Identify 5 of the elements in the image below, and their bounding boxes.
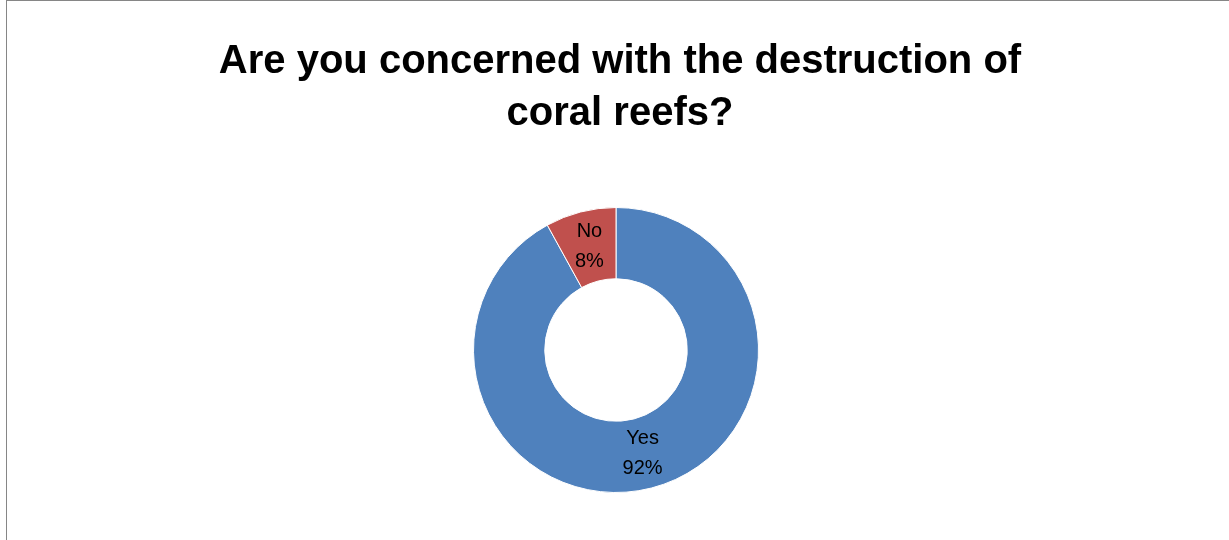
chart-title: Are you concerned with the destruction of coral reefs? <box>217 36 1023 135</box>
data-label: 8% <box>574 249 605 271</box>
data-label: 92% <box>622 456 663 479</box>
slice-label: Yes <box>626 426 659 449</box>
slice-label: No <box>576 219 603 241</box>
